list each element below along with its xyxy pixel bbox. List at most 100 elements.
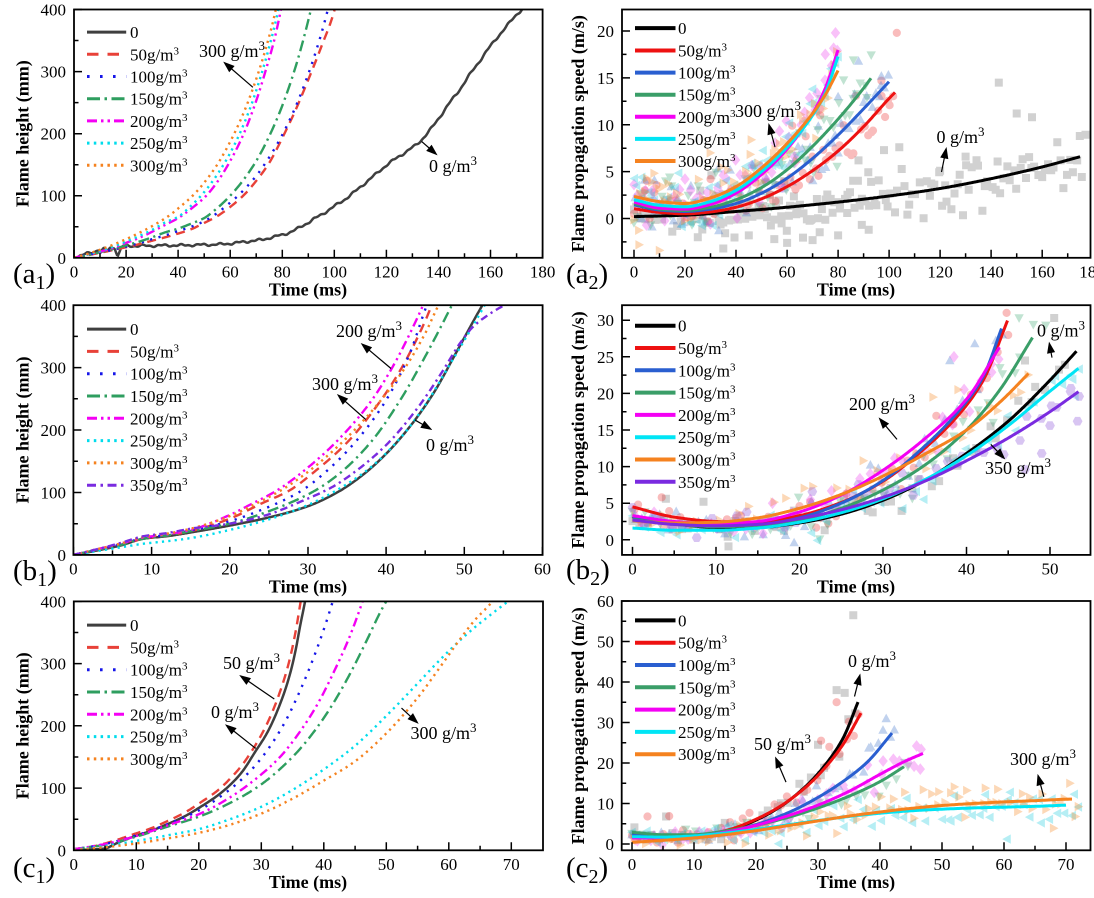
svg-text:150g/m3: 150g/m3 — [130, 90, 188, 109]
svg-text:0: 0 — [58, 249, 67, 268]
svg-text:60: 60 — [996, 855, 1013, 874]
svg-text:50: 50 — [456, 560, 473, 579]
svg-text:20: 20 — [597, 22, 614, 41]
svg-text:20: 20 — [597, 754, 614, 773]
svg-text:(c2): (c2) — [566, 852, 608, 888]
svg-text:30: 30 — [810, 855, 827, 874]
svg-text:0: 0 — [678, 19, 687, 38]
svg-text:50g/m3: 50g/m3 — [678, 339, 727, 358]
svg-text:0 g/m3: 0 g/m3 — [1037, 318, 1085, 341]
svg-text:160: 160 — [478, 263, 504, 282]
svg-text:350 g/m3: 350 g/m3 — [985, 455, 1051, 478]
svg-text:0 g/m3: 0 g/m3 — [848, 648, 896, 671]
svg-text:200: 200 — [41, 421, 67, 440]
svg-text:60: 60 — [534, 560, 551, 579]
svg-text:200 g/m3: 200 g/m3 — [336, 318, 402, 341]
svg-text:300 g/m3: 300 g/m3 — [735, 98, 801, 121]
svg-text:350g/m3: 350g/m3 — [678, 473, 736, 492]
svg-text:Flame height (mm): Flame height (mm) — [13, 60, 34, 207]
svg-text:250g/m3: 250g/m3 — [678, 723, 736, 742]
svg-text:0: 0 — [130, 320, 139, 339]
svg-text:100g/m3: 100g/m3 — [678, 361, 736, 380]
svg-text:250g/m3: 250g/m3 — [130, 728, 188, 747]
svg-text:20: 20 — [748, 855, 765, 874]
svg-text:Time (ms): Time (ms) — [817, 280, 895, 301]
svg-text:10: 10 — [597, 795, 614, 814]
svg-text:300g/m3: 300g/m3 — [678, 451, 736, 470]
svg-text:Time (ms): Time (ms) — [817, 577, 895, 598]
svg-text:Flame height (mm): Flame height (mm) — [13, 652, 34, 799]
svg-text:0: 0 — [58, 546, 67, 565]
svg-text:0: 0 — [628, 855, 637, 874]
svg-text:20: 20 — [791, 560, 808, 579]
svg-text:300 g/m3: 300 g/m3 — [411, 720, 477, 743]
svg-text:120: 120 — [927, 263, 953, 282]
svg-text:100g/m3: 100g/m3 — [130, 365, 188, 384]
svg-text:60: 60 — [597, 592, 614, 611]
svg-text:100: 100 — [876, 263, 902, 282]
svg-text:(a1): (a1) — [13, 258, 55, 294]
svg-text:100: 100 — [41, 484, 67, 503]
svg-text:20: 20 — [677, 263, 694, 282]
svg-text:30: 30 — [597, 714, 614, 733]
svg-text:30: 30 — [597, 311, 614, 330]
svg-text:0 g/m3: 0 g/m3 — [426, 432, 474, 455]
svg-text:50 g/m3: 50 g/m3 — [754, 731, 811, 754]
svg-text:250g/m3: 250g/m3 — [678, 130, 736, 149]
svg-text:200g/m3: 200g/m3 — [130, 112, 188, 131]
svg-text:180: 180 — [530, 263, 556, 282]
svg-text:0: 0 — [130, 23, 139, 42]
svg-text:30: 30 — [300, 560, 317, 579]
svg-text:50 g/m3: 50 g/m3 — [223, 650, 280, 673]
svg-text:25: 25 — [597, 348, 614, 367]
svg-text:0: 0 — [606, 835, 615, 854]
svg-text:200 g/m3: 200 g/m3 — [849, 391, 915, 414]
svg-text:0: 0 — [678, 317, 687, 336]
svg-text:150g/m3: 150g/m3 — [678, 678, 736, 697]
svg-text:200g/m3: 200g/m3 — [678, 108, 736, 127]
svg-text:0: 0 — [70, 855, 79, 874]
svg-text:50: 50 — [1042, 560, 1059, 579]
svg-text:50g/m3: 50g/m3 — [130, 342, 179, 361]
svg-text:10: 10 — [597, 116, 614, 135]
svg-text:100: 100 — [41, 187, 67, 206]
svg-text:200: 200 — [41, 717, 67, 736]
svg-text:300 g/m3: 300 g/m3 — [1010, 746, 1076, 769]
svg-text:300 g/m3: 300 g/m3 — [312, 371, 378, 394]
svg-text:150g/m3: 150g/m3 — [130, 387, 188, 406]
svg-text:0: 0 — [628, 560, 637, 579]
svg-text:5: 5 — [606, 163, 615, 182]
svg-text:80: 80 — [830, 263, 847, 282]
svg-text:200g/m3: 200g/m3 — [130, 705, 188, 724]
svg-text:50g/m3: 50g/m3 — [130, 638, 179, 657]
svg-text:0 g/m3: 0 g/m3 — [937, 124, 985, 147]
svg-text:300 g/m3: 300 g/m3 — [199, 38, 265, 61]
svg-text:0 g/m3: 0 g/m3 — [211, 699, 259, 722]
svg-text:0: 0 — [70, 263, 79, 282]
svg-text:(a2): (a2) — [566, 258, 608, 294]
svg-text:40: 40 — [872, 855, 889, 874]
svg-text:40: 40 — [315, 855, 332, 874]
svg-text:80: 80 — [274, 263, 291, 282]
svg-text:20: 20 — [190, 855, 207, 874]
svg-text:0: 0 — [630, 263, 639, 282]
svg-text:100g/m3: 100g/m3 — [678, 64, 736, 83]
svg-text:200g/m3: 200g/m3 — [678, 406, 736, 425]
svg-text:250g/m3: 250g/m3 — [678, 428, 736, 447]
svg-text:50g/m3: 50g/m3 — [678, 634, 727, 653]
svg-text:400: 400 — [41, 1, 67, 20]
svg-text:Flame propagation speed (m/s): Flame propagation speed (m/s) — [568, 607, 589, 844]
svg-text:200g/m3: 200g/m3 — [678, 701, 736, 720]
svg-text:200g/m3: 200g/m3 — [130, 409, 188, 428]
svg-text:10: 10 — [128, 855, 145, 874]
svg-text:10: 10 — [708, 560, 725, 579]
svg-text:10: 10 — [143, 560, 160, 579]
svg-text:0: 0 — [606, 531, 615, 550]
svg-text:Flame height (mm): Flame height (mm) — [13, 357, 34, 504]
svg-text:300: 300 — [41, 63, 67, 82]
svg-text:0: 0 — [130, 616, 139, 635]
svg-text:300: 300 — [41, 359, 67, 378]
svg-text:(b1): (b1) — [13, 555, 57, 591]
svg-text:300g/m3: 300g/m3 — [678, 745, 736, 764]
svg-text:50: 50 — [597, 633, 614, 652]
